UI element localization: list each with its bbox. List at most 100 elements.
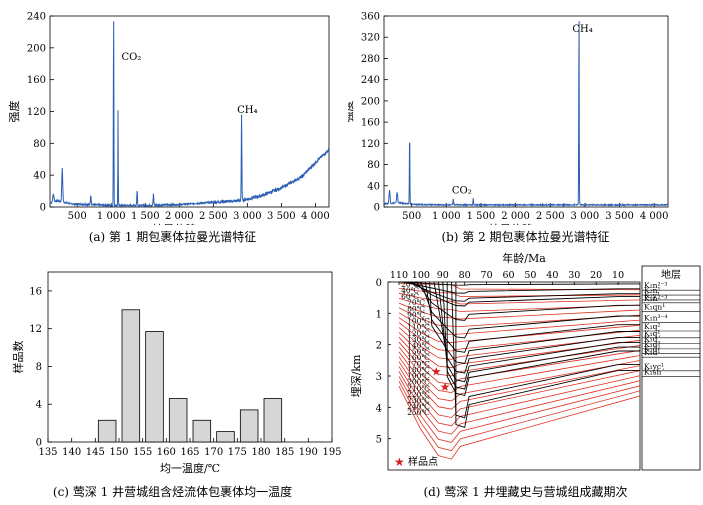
legend-star: ★ [394,455,405,469]
chart-panel-a: 0 40 80 120 160 200 240 500 1 000 1 500 2 000 2 500… [0,0,345,237]
chart-panel-d: 年龄/Ma 110 100 90 80 70 60 50 40 30 20 10 0 1 2 3 4 5 埋深/km… [348,251,703,480]
x-tick-label: 2 000 [165,211,194,222]
x-tick-label: 185 [275,447,294,458]
histogram-bar [121,309,141,443]
x-tick-label: 50 [524,270,536,281]
y-tick-label: 40 [33,171,46,182]
y-tick-label: 5 [376,435,382,446]
x-tick-label: 60 [502,270,514,281]
plot-frame [47,271,333,443]
plot-frame [49,15,330,208]
isotherm-line [398,386,641,460]
isotherm-label: 90℃ [407,310,425,319]
x-tick-label: 500 [402,211,421,222]
y-tick-label: 0 [40,203,46,214]
isotherm-label: 150℃ [407,347,430,356]
isotherm-line [398,317,641,344]
strata-column [641,265,701,471]
isotherm-line [398,322,641,352]
x-tick-label: 170 [204,447,223,458]
x-tick-label: 145 [86,447,105,458]
y-tick-label: 120 [27,107,46,118]
strata-label: K₂y¹ [644,291,660,300]
axes-b: 0 40 80 120 160 200 240 280 320 360 500 1 000 1 500 2… [341,12,669,237]
x-tick-label: 2 000 [501,211,530,222]
y-tick-label: 280 [361,54,380,65]
isotherm-line [398,376,641,443]
burial-line [446,282,640,397]
x-tick-label: 195 [322,447,341,458]
isotherm-label: 110℃ [407,323,430,332]
isotherm-line [398,356,641,410]
x-tick-label: 80 [459,270,471,281]
y-tick-label: 360 [361,12,380,23]
caption-a: (a) 第 1 期包裹体拉曼光谱特征 [88,230,257,244]
chart-panel-c: 0 4 8 12 16 135 140 145 150 155 160 165 170 175 180 185… [0,258,345,480]
isotherm-label: 240℃ [407,402,430,411]
plot-frame [383,15,669,208]
y-tick-label: 3 [376,372,382,383]
y-tick-label: 12 [29,324,42,335]
strata-label: K₁n²⁻³ [644,294,667,303]
isotherm-label: 220℃ [407,390,430,399]
isotherm-label: 140℃ [407,341,430,350]
peak-label: CH₄ [572,24,592,35]
y-tick-label: 200 [27,43,46,54]
x-tick-label: 1 500 [131,211,160,222]
spectrum-line [383,20,669,208]
x-tick-label: 2 500 [536,211,565,222]
isotherm-label: 250℃ [407,408,430,417]
sample-star: ★ [440,380,451,394]
strata-header: 地层 [661,268,681,281]
x-tick-label: 135 [38,447,57,458]
x-axis-label: 均一温度/℃ [160,461,220,475]
y-tick-label: 80 [367,160,380,171]
strata-label: K₁d³ [644,340,660,349]
peak-label: CH₄ [237,105,257,116]
isotherm-label: 210℃ [407,384,430,393]
y-tick-label: 160 [361,118,380,129]
isotherm-line [398,346,641,394]
isotherm-line [398,288,641,297]
isotherm-label: 70℃ [407,298,425,307]
y-tick-label: 1 [376,309,382,320]
histogram-bar [168,398,188,443]
isotherm-label: 130℃ [407,335,430,344]
y-tick-label: 0 [374,203,380,214]
strata-label: K₁d² [644,344,660,353]
burial-line [455,282,640,428]
y-tick-label: 0 [376,278,382,289]
x-tick-label: 3 000 [571,211,600,222]
x-tick-label: 110 [390,270,408,281]
caption-d: (d) 莺深 1 井埋藏史与营城组成藏期次 [423,485,628,499]
isotherm-label: 60℃ [401,292,419,301]
isotherm-label: 100℃ [407,317,430,326]
burial-line [420,281,640,339]
strata-label: K₂n¹ [644,286,660,295]
y-tick-label: 4 [36,400,42,411]
isotherm-line [398,366,641,427]
x-tick-label: 140 [62,447,81,458]
y-tick-label: 0 [36,438,42,449]
x-tick-label: 190 [299,447,318,458]
isotherm-line [398,361,641,418]
x-tick-label: 175 [228,447,247,458]
strata-label: K₁q¹ [644,329,660,338]
peak-label: CO₂ [452,186,472,197]
x-tick-label: 70 [481,270,493,281]
x-tick-label: 10 [612,270,624,281]
x-tick-label: 155 [133,447,152,458]
x-tick-label: 2 500 [199,211,228,222]
histogram-bar [216,431,235,443]
x-tick-label: 180 [251,447,270,458]
histogram-bar [239,409,259,443]
burial-line [424,281,640,353]
strata-label: K₁d¹ [644,348,660,357]
isotherm-label: 20℃ [401,280,419,289]
x-axis-label: 拉曼位移/cm⁻¹ [152,222,227,225]
y-tick-label: 200 [361,96,380,107]
x-axis-label-top: 年龄/Ma [502,252,546,265]
x-tick-label: 4 000 [301,211,330,222]
y-tick-label: 320 [361,33,380,44]
